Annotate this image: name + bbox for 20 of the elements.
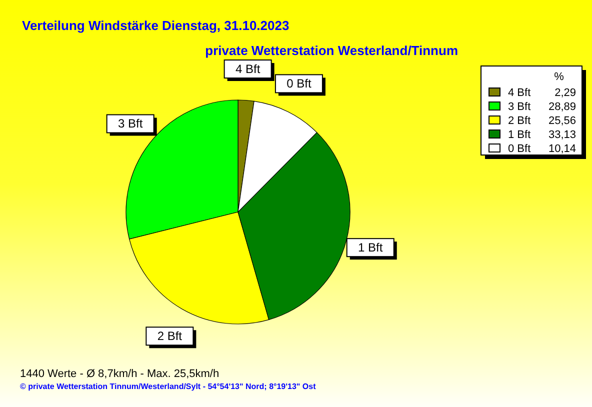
data-label: 25,56	[548, 115, 576, 127]
legend-label: 1 Bft	[508, 129, 531, 141]
data-label: 10,14	[548, 143, 576, 155]
slice-label: 0 Bft	[286, 76, 312, 91]
legend-label: 0 Bft	[508, 143, 531, 155]
legend-title: %	[554, 71, 564, 83]
chart-title: Verteilung Windstärke Dienstag, 31.10.2023	[22, 18, 290, 33]
data-label: 28,89	[548, 101, 576, 113]
data-label: 2,29	[554, 87, 576, 99]
text: © private Wetterstation Tinnum/Westerland/Sylt - 54°54'13" Nord; 8°19'13" Ost	[20, 382, 316, 391]
text: 1440 Werte - Ø 8,7km/h - Max. 25,5km/h	[20, 368, 220, 380]
slice-label: 2 Bft	[157, 329, 183, 344]
data-label: 33,13	[548, 129, 576, 141]
legend-label: 2 Bft	[508, 115, 531, 127]
slice-label: 4 Bft	[235, 62, 261, 76]
legend-label: 3 Bft	[508, 101, 531, 113]
chart-subtitle: private Wetterstation Westerland/Tinnum	[205, 43, 458, 58]
slice-label: 1 Bft	[358, 240, 384, 255]
legend-label: 4 Bft	[508, 87, 531, 99]
slice-label: 3 Bft	[118, 116, 144, 131]
